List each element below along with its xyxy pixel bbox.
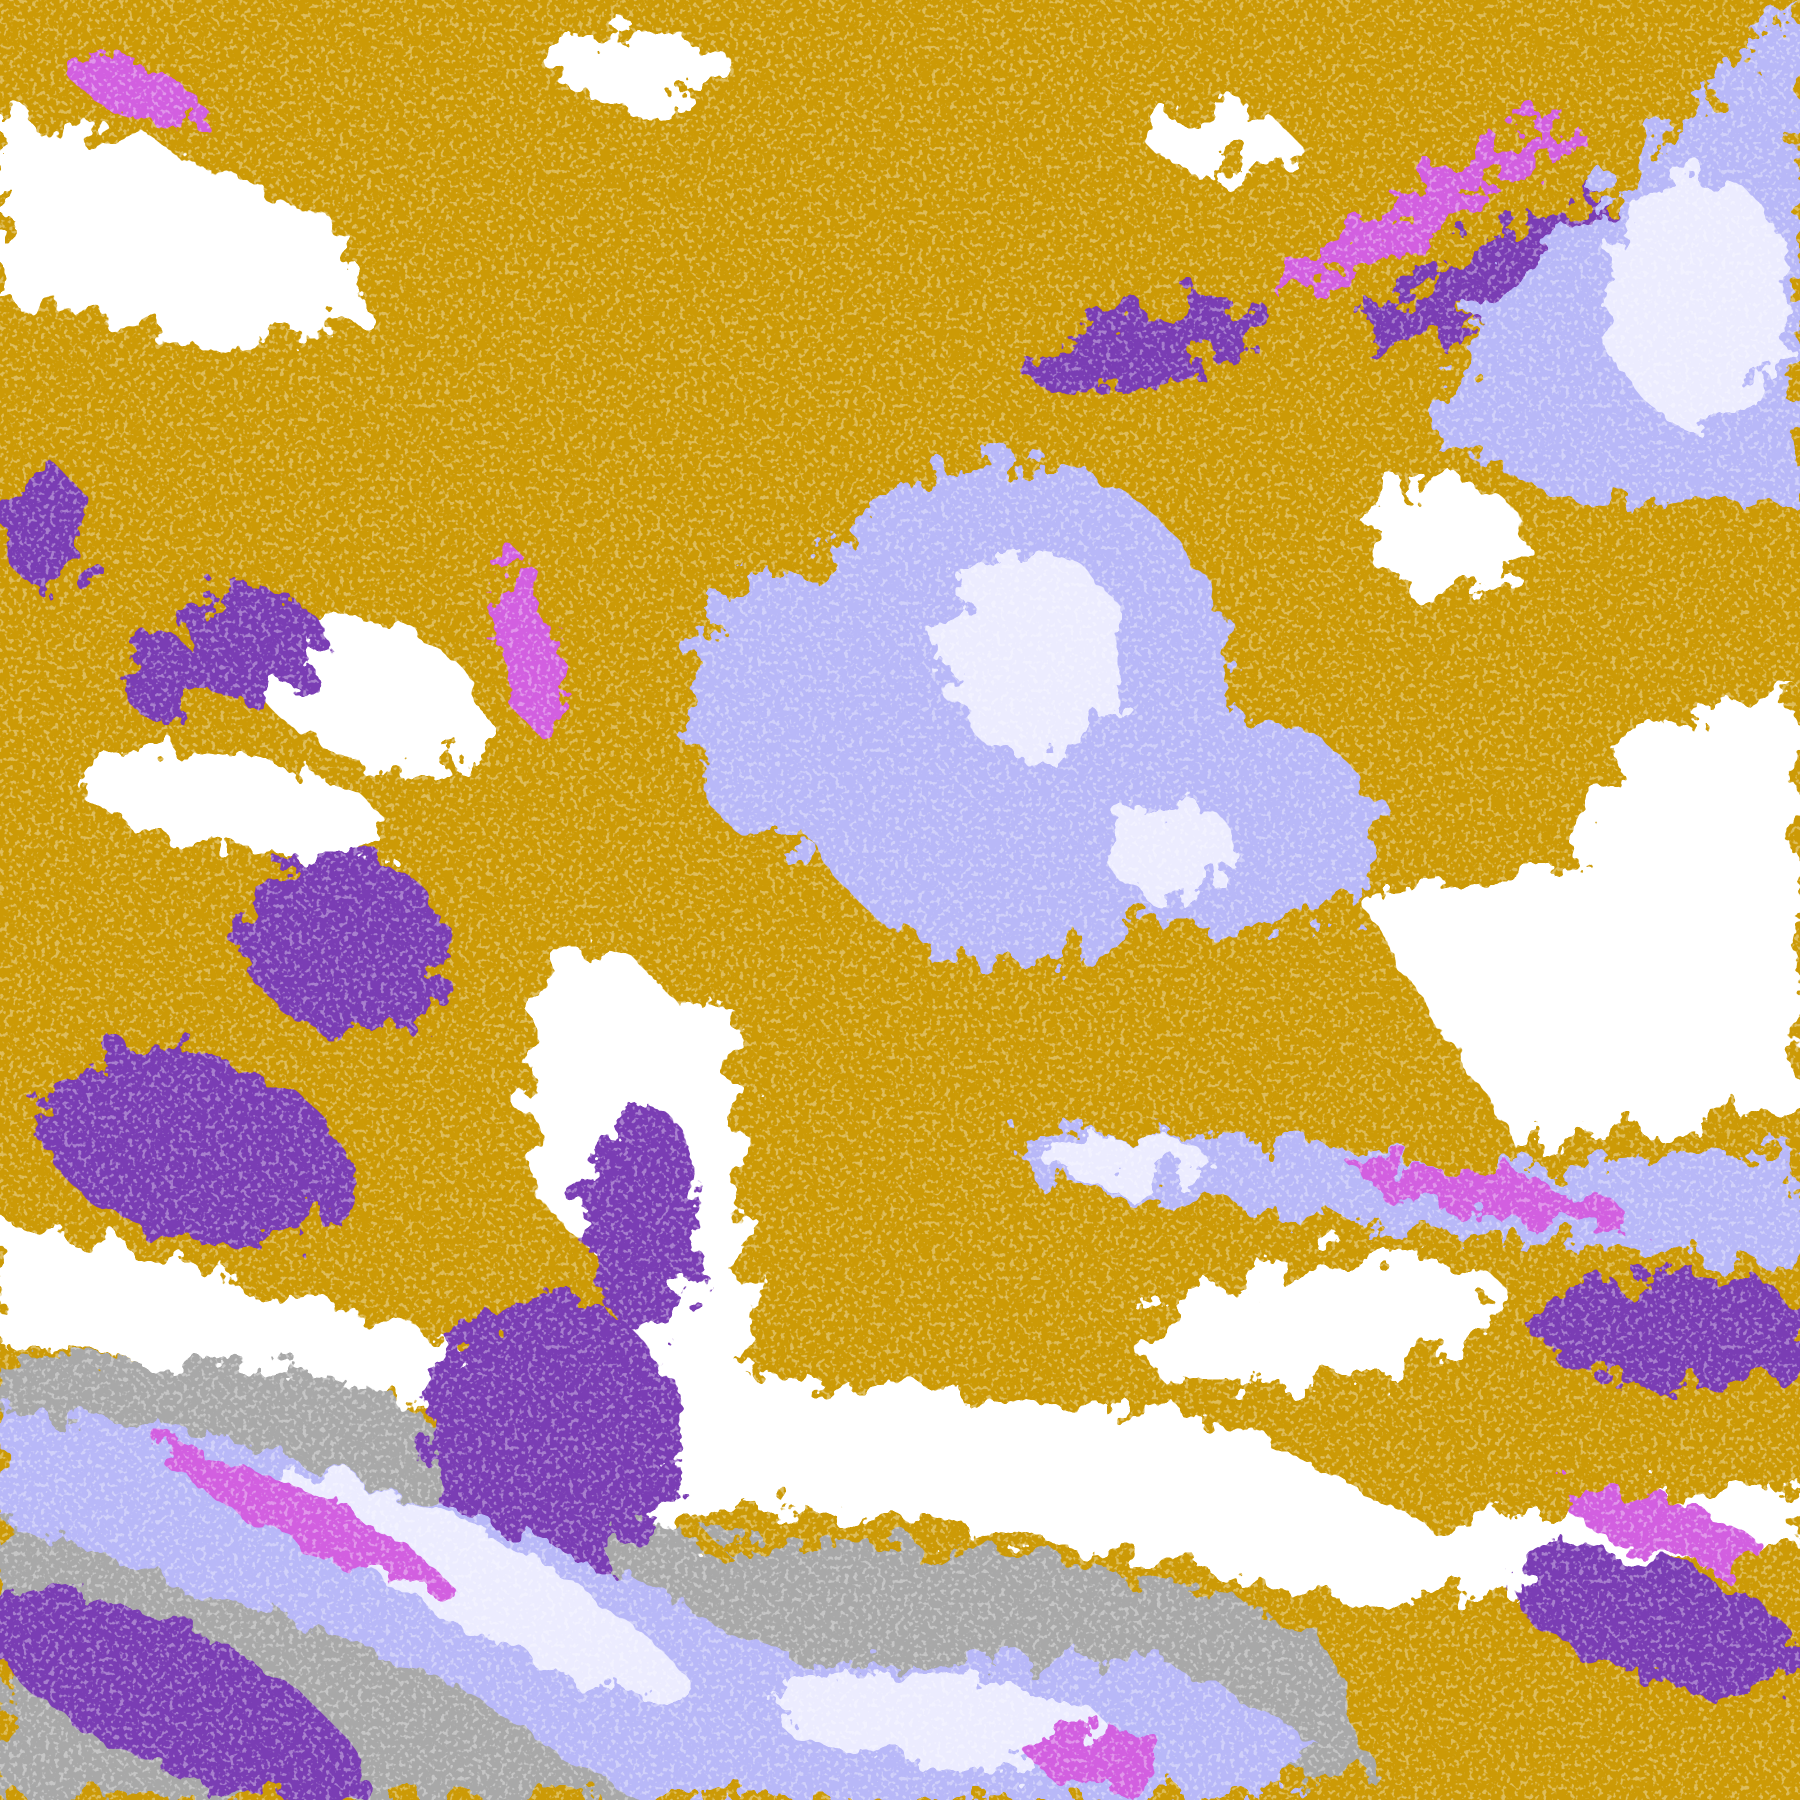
satellite-cloud-map: [0, 0, 1800, 1800]
cloud-map-svg: [0, 0, 1800, 1800]
texture-speckle: [0, 0, 1800, 1800]
